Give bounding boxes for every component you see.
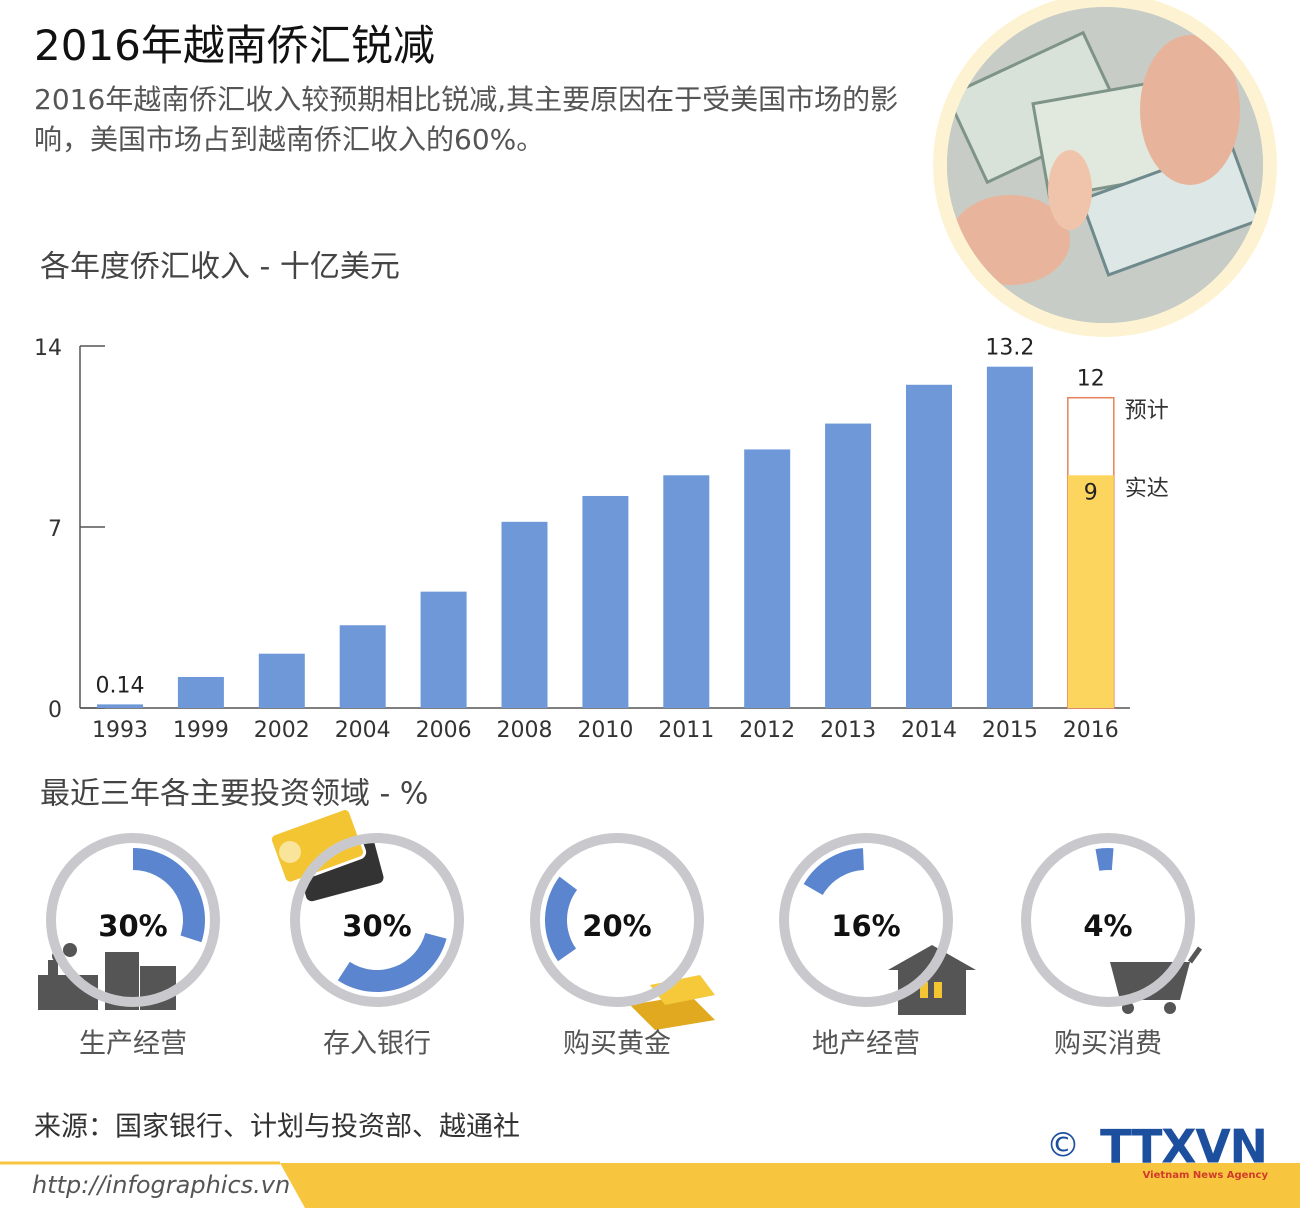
category-label: 购买黄金 (563, 1029, 671, 1060)
category-label: 生产经营 (79, 1029, 187, 1060)
legend-label: 预计 (1125, 399, 1169, 424)
bar (97, 704, 143, 708)
logo-subtitle: Vietnam News Agency (1143, 1170, 1269, 1181)
bar (501, 521, 548, 708)
value-label: 30% (98, 909, 167, 943)
x-tick-label: 1999 (173, 718, 229, 743)
value-label: 4% (1083, 909, 1132, 943)
x-tick-label: 2015 (982, 718, 1038, 743)
value-label: 16% (831, 909, 900, 943)
x-tick-label: 2004 (335, 718, 391, 743)
y-tick-label: 0 (48, 698, 62, 723)
donut-arc (1095, 848, 1114, 871)
house-icon (888, 945, 976, 1015)
logo: TTXVN (1100, 1120, 1268, 1174)
data-label: 13.2 (985, 336, 1034, 361)
donut-ring (779, 833, 953, 1007)
donut-ring (1021, 833, 1195, 1007)
donut-ring (530, 833, 704, 1007)
x-tick-label: 2011 (658, 718, 714, 743)
title: 2016年越南侨汇锐减 (34, 21, 435, 70)
chart-title: 最近三年各主要投资领域 - % (40, 777, 428, 812)
url: http://infographics.vn (32, 1171, 290, 1199)
data-label: 12 (1077, 367, 1105, 392)
category-label: 购买消费 (1054, 1029, 1162, 1060)
copyright: © (1046, 1126, 1080, 1166)
x-tick-label: 2012 (739, 718, 795, 743)
value-label: 20% (582, 909, 651, 943)
donut-arc (545, 876, 578, 962)
bar (420, 591, 467, 708)
subtitle: 2016年越南侨汇收入较预期相比锐减,其主要原因在于受美国市场的影响，美国市场占… (34, 83, 899, 156)
bar (744, 449, 791, 708)
donut-arc (133, 848, 206, 943)
bar (177, 676, 224, 708)
footer-band (0, 1161, 1300, 1208)
bar (258, 653, 305, 708)
x-tick-label: 1993 (92, 718, 148, 743)
x-tick-label: 2013 (820, 718, 876, 743)
data-label: 0.14 (96, 673, 145, 698)
bar (986, 366, 1033, 708)
y-tick-label: 14 (34, 336, 62, 361)
bar (582, 495, 629, 708)
legend-label: 实达 (1125, 476, 1169, 501)
category-label: 存入银行 (323, 1029, 431, 1060)
x-tick-label: 2006 (416, 718, 472, 743)
bar (906, 384, 952, 708)
chart-title: 各年度侨汇收入 - 十亿美元 (40, 250, 400, 285)
bar (1067, 475, 1114, 708)
bar (663, 475, 710, 708)
x-tick-label: 2008 (497, 718, 553, 743)
data-label: 9 (1084, 480, 1098, 505)
value-label: 30% (342, 909, 411, 943)
source: 来源：国家银行、计划与投资部、越通社 (34, 1112, 520, 1143)
donut-ring (46, 833, 220, 1007)
donut-arc (337, 932, 447, 992)
bar (339, 625, 386, 708)
photo (933, 0, 1277, 337)
x-tick-label: 2010 (577, 718, 633, 743)
x-tick-label: 2002 (254, 718, 310, 743)
donut-arc (803, 848, 864, 895)
x-tick-label: 2016 (1063, 718, 1119, 743)
card-icon (268, 807, 384, 902)
x-tick-label: 2014 (901, 718, 957, 743)
category-label: 地产经营 (812, 1029, 920, 1060)
bar (825, 423, 872, 708)
donut-ring (290, 833, 464, 1007)
y-tick-label: 7 (48, 517, 62, 542)
